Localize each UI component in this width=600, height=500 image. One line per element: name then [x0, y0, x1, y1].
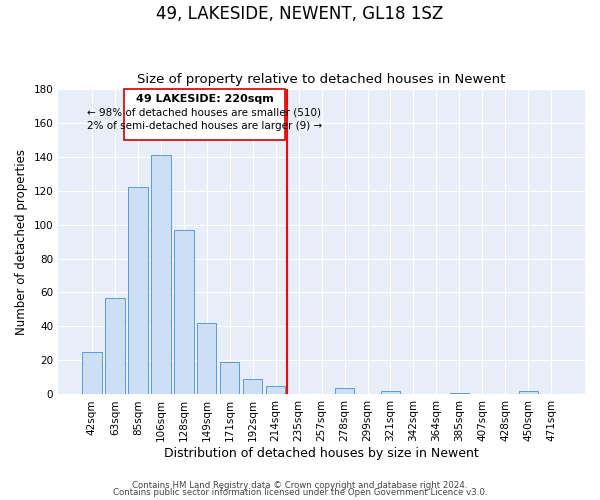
- Bar: [151, 155, 170, 394]
- Bar: [220, 362, 239, 394]
- Bar: [381, 391, 400, 394]
- Bar: [105, 298, 125, 394]
- Bar: [335, 388, 355, 394]
- Text: 49, LAKESIDE, NEWENT, GL18 1SZ: 49, LAKESIDE, NEWENT, GL18 1SZ: [157, 5, 443, 23]
- Bar: [174, 230, 194, 394]
- Bar: [197, 323, 217, 394]
- Text: Contains public sector information licensed under the Open Government Licence v3: Contains public sector information licen…: [113, 488, 487, 497]
- Bar: [449, 393, 469, 394]
- Y-axis label: Number of detached properties: Number of detached properties: [15, 148, 28, 334]
- Text: 2% of semi-detached houses are larger (9) →: 2% of semi-detached houses are larger (9…: [87, 121, 322, 131]
- Title: Size of property relative to detached houses in Newent: Size of property relative to detached ho…: [137, 73, 506, 86]
- Bar: [243, 379, 262, 394]
- Text: ← 98% of detached houses are smaller (510): ← 98% of detached houses are smaller (51…: [88, 108, 322, 118]
- X-axis label: Distribution of detached houses by size in Newent: Distribution of detached houses by size …: [164, 447, 479, 460]
- Bar: [266, 386, 286, 394]
- Bar: [82, 352, 101, 395]
- Text: 49 LAKESIDE: 220sqm: 49 LAKESIDE: 220sqm: [136, 94, 274, 104]
- Bar: [128, 187, 148, 394]
- Text: Contains HM Land Registry data © Crown copyright and database right 2024.: Contains HM Land Registry data © Crown c…: [132, 480, 468, 490]
- Bar: [518, 391, 538, 394]
- FancyBboxPatch shape: [124, 88, 285, 140]
